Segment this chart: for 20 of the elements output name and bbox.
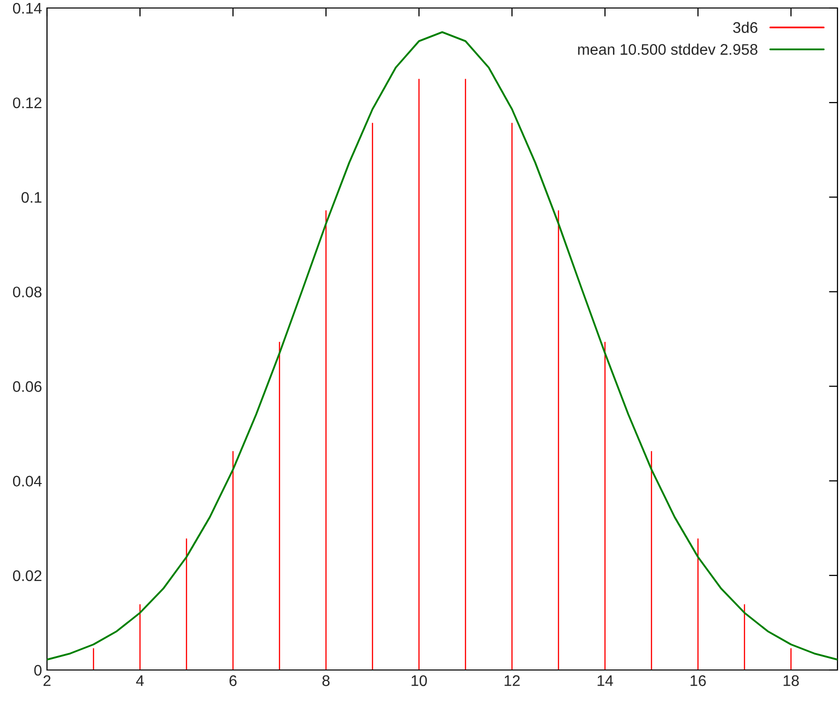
x-tick-label: 12	[504, 675, 520, 686]
x-tick-label: 6	[230, 675, 237, 686]
x-tick-label: 10	[412, 675, 427, 686]
x-tick-label: 18	[784, 675, 799, 686]
y-tick-label: 0.04	[13, 476, 42, 487]
y-tick-label: 0.06	[13, 381, 42, 392]
y-tick-label: 0.02	[13, 570, 42, 582]
line-series	[47, 31, 838, 660]
legend-label: mean 10.500 stddev 2.958	[578, 44, 758, 55]
x-tick-label: 8	[322, 675, 330, 686]
x-tick-label: 16	[690, 675, 706, 686]
y-tick-label: 0.08	[13, 286, 42, 298]
y-tick-label: 0.14	[13, 2, 42, 14]
y-tick-label: 0.1	[22, 192, 42, 203]
x-tick-label: 4	[136, 675, 144, 686]
x-tick-label: 2	[44, 675, 50, 686]
legend-label: 3d6	[733, 22, 758, 33]
y-tick-label: 0.12	[13, 97, 42, 108]
y-tick-label: 0	[34, 664, 42, 676]
x-tick-label: 14	[598, 675, 614, 686]
